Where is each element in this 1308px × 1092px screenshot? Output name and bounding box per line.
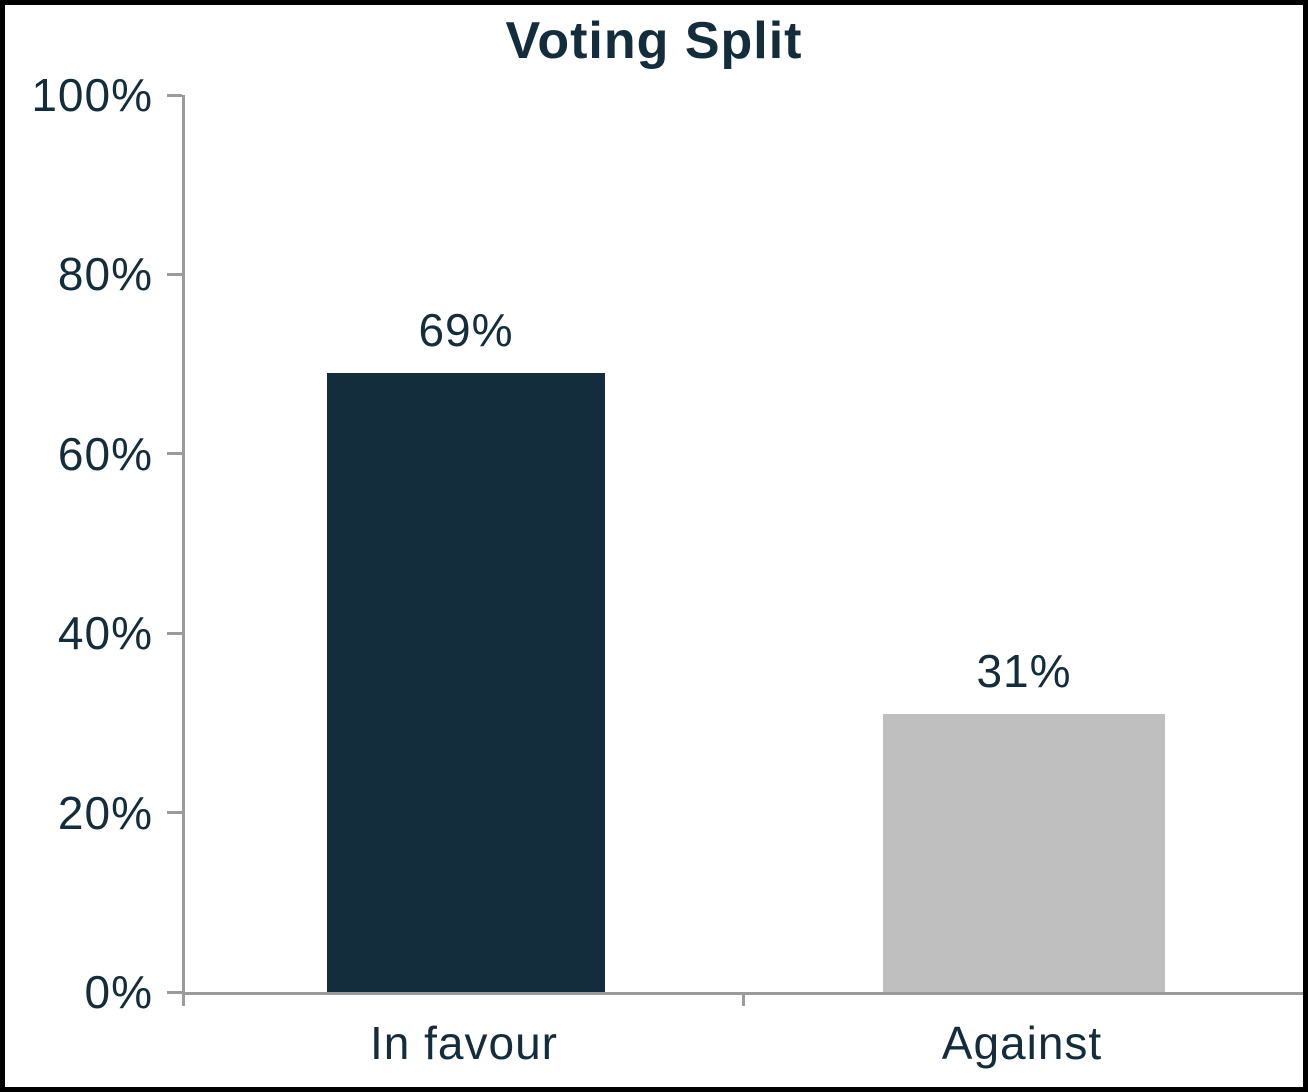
x-axis-labels: In favour Against bbox=[185, 1017, 1301, 1070]
y-axis-tick-mark bbox=[167, 93, 182, 97]
data-label-against: 31% bbox=[976, 644, 1072, 697]
bar-slot-against: 31% bbox=[883, 95, 1165, 992]
plot-area: 0% 20% 40% 60% 80% 100% 69% 31% bbox=[31, 72, 1303, 1015]
y-axis-tick-mark bbox=[167, 631, 182, 635]
y-axis-tick-label: 100% bbox=[31, 69, 153, 121]
y-axis-tick-mark bbox=[167, 990, 182, 994]
y-axis-line bbox=[182, 95, 185, 1006]
y-axis-tick-label: 60% bbox=[57, 427, 153, 480]
x-axis-line bbox=[182, 992, 1303, 995]
y-axis-labels: 0% 20% 40% 60% 80% 100% bbox=[13, 72, 153, 1015]
y-axis-tick-mark bbox=[167, 272, 182, 276]
y-axis-tick-mark bbox=[167, 811, 182, 815]
y-axis-tick-label: 20% bbox=[57, 786, 153, 839]
chart-title: Voting Split bbox=[505, 12, 803, 70]
y-axis-tick-label: 40% bbox=[57, 607, 153, 660]
data-label-in-favour: 69% bbox=[418, 304, 514, 357]
y-axis-tick-label: 80% bbox=[57, 248, 153, 301]
bar-against[interactable] bbox=[883, 713, 1165, 992]
bar-in-favour[interactable] bbox=[327, 373, 605, 992]
y-axis-tick-mark bbox=[167, 452, 182, 456]
category-label-in-favour: In favour bbox=[370, 1017, 558, 1069]
bar-slot-in-favour: 69% bbox=[327, 95, 605, 992]
category-label-against: Against bbox=[941, 1017, 1103, 1069]
x-axis-tick-mark bbox=[182, 992, 185, 1006]
y-axis-tick-label: 0% bbox=[84, 966, 153, 1018]
x-axis-tick-mark bbox=[742, 992, 745, 1006]
